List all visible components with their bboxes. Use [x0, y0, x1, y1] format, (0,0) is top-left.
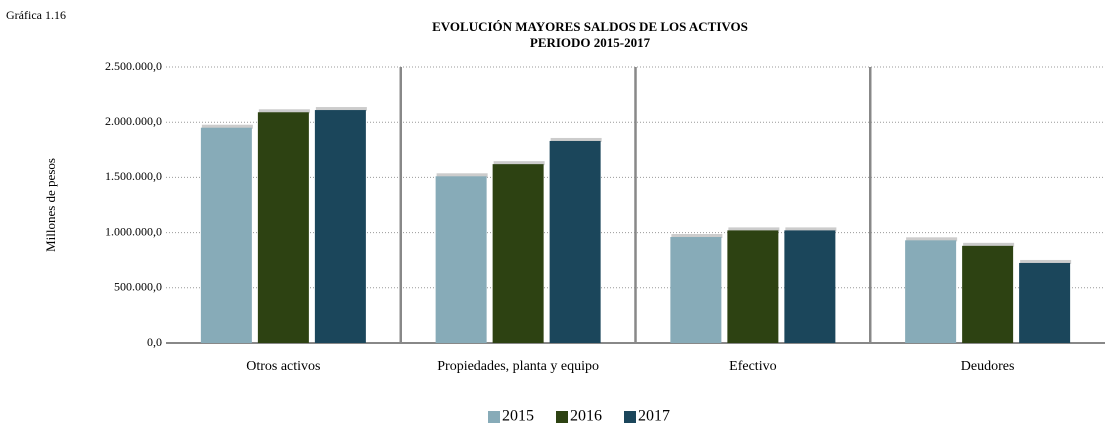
bar	[727, 230, 779, 343]
bar	[314, 110, 366, 343]
bar	[905, 240, 957, 343]
bar-shadow	[493, 161, 545, 166]
bar-shadow	[550, 137, 602, 142]
x-tick-label: Deudores	[961, 359, 1015, 374]
bar	[1019, 262, 1071, 343]
y-tick-label: 500.000,0	[114, 280, 162, 294]
figure-label: Gráfica 1.16	[6, 8, 66, 22]
bar	[257, 112, 309, 343]
y-tick-label: 0,0	[147, 335, 162, 349]
legend-swatch	[624, 411, 636, 423]
bar-shadow	[1020, 259, 1072, 264]
bar	[492, 164, 544, 343]
legend-label: 2017	[638, 408, 670, 425]
chart-subtitle: PERIODO 2015-2017	[530, 35, 651, 50]
bar-shadow	[201, 124, 253, 129]
y-axis-label: Millones de pesos	[43, 158, 58, 252]
chart-title: EVOLUCIÓN MAYORES SALDOS DE LOS ACTIVOS	[432, 19, 748, 34]
y-tick-label: 2.000.000,0	[105, 114, 162, 128]
bar	[670, 237, 722, 343]
bar-shadow	[785, 227, 837, 232]
legend-swatch	[556, 411, 568, 423]
bar-shadow	[963, 242, 1015, 247]
x-tick-label: Efectivo	[729, 359, 776, 374]
bar-shadow	[258, 109, 310, 114]
y-tick-label: 2.500.000,0	[105, 59, 162, 73]
bar	[200, 127, 252, 343]
bar	[962, 245, 1014, 343]
legend-label: 2015	[502, 408, 534, 425]
legend-label: 2016	[570, 408, 602, 425]
y-tick-label: 1.000.000,0	[105, 224, 162, 238]
bar	[549, 140, 601, 343]
legend-swatch	[488, 411, 500, 423]
bar-shadow	[728, 227, 780, 232]
bar-shadow	[436, 173, 488, 178]
bar	[435, 176, 487, 343]
bar-shadow	[906, 237, 958, 242]
bar-shadow	[315, 107, 367, 112]
y-tick-label: 1.500.000,0	[105, 169, 162, 183]
bar	[784, 230, 836, 343]
x-tick-label: Propiedades, planta y equipo	[437, 359, 599, 374]
x-tick-label: Otros activos	[246, 359, 320, 374]
bar-shadow	[671, 234, 723, 239]
